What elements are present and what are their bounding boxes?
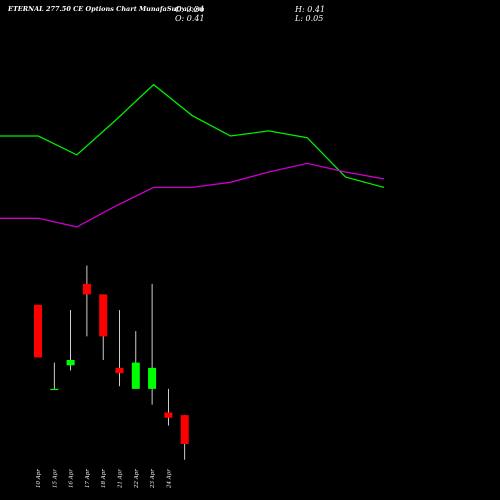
- x-tick-label: 16 Apr: [69, 469, 75, 488]
- candle-body: [50, 388, 59, 391]
- candle: [34, 304, 42, 358]
- x-tick-label: 21 Apr: [118, 469, 124, 489]
- x-tick-label: 17 Apr: [85, 469, 91, 488]
- candle-body: [66, 360, 75, 366]
- x-axis-labels: 10 Apr 15 Apr 16 Apr 17 Apr 18 Apr 21 Apr 22 A…: [36, 469, 172, 489]
- candle-body: [148, 367, 157, 389]
- high-value: H: 0.41: [295, 5, 326, 14]
- candle: [99, 294, 108, 360]
- overlay-lines: [0, 83, 385, 228]
- upper-trend-line: [0, 83, 385, 189]
- candle-body: [164, 412, 173, 418]
- candle: [131, 331, 140, 389]
- candle-body: [99, 294, 108, 337]
- candle: [82, 265, 91, 337]
- chart-title: ETERNAL 277.50 CE Options Chart MunafaSu…: [8, 5, 205, 13]
- x-tick-label: 10 Apr: [36, 469, 42, 488]
- candle: [115, 310, 124, 387]
- x-tick-label: 22 Apr: [134, 469, 140, 489]
- x-tick-label: 23 Apr: [150, 469, 156, 489]
- candle: [180, 415, 189, 460]
- x-tick-label: 15 Apr: [52, 469, 58, 488]
- candle-body: [180, 415, 189, 444]
- candle-body: [131, 362, 140, 389]
- open-value: O: 0.41: [175, 14, 205, 23]
- lower-trend-line: [0, 162, 385, 228]
- candle: [148, 283, 157, 405]
- x-tick-label: 18 Apr: [101, 469, 107, 488]
- candlesticks: [34, 265, 189, 460]
- candle: [50, 362, 59, 391]
- candle-body: [82, 283, 91, 295]
- candle: [164, 388, 173, 426]
- candle-body: [115, 367, 124, 374]
- close-value: C: 0.24: [175, 5, 205, 14]
- x-tick-label: 24 Apr: [166, 469, 172, 489]
- candle-body: [34, 304, 42, 358]
- candle: [66, 310, 75, 371]
- low-value: L: 0.05: [295, 14, 324, 23]
